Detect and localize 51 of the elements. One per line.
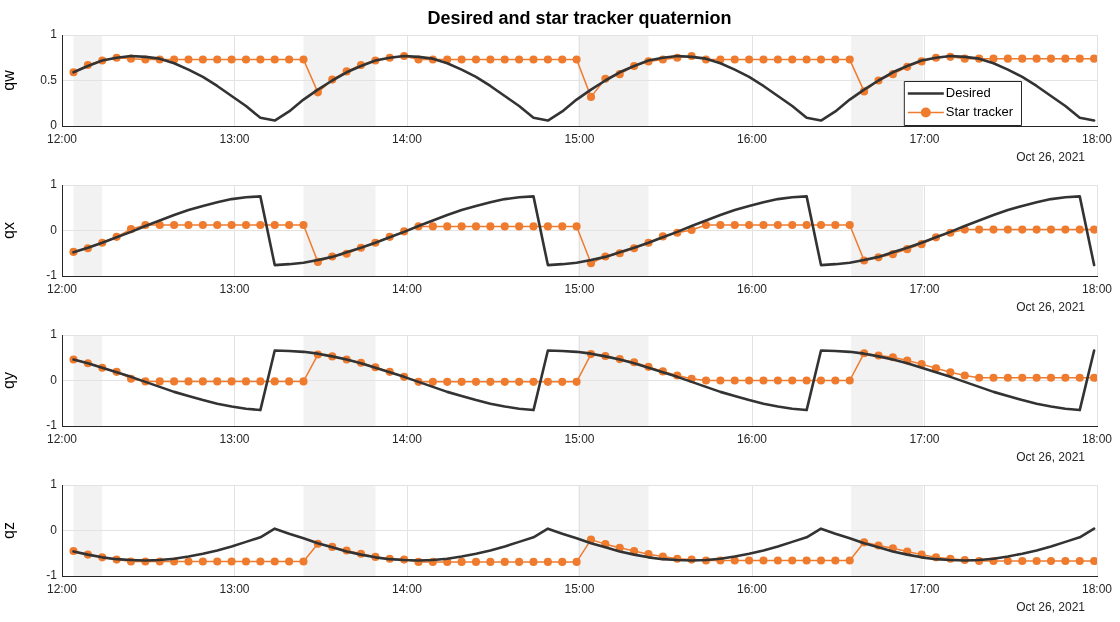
y-tick-label: 1 — [50, 177, 58, 192]
x-tick-label: 16:00 — [736, 581, 768, 596]
x-tick-label: 15:00 — [564, 281, 595, 296]
legend-label: Star tracker — [945, 104, 1014, 120]
y-tick-label: 1 — [50, 327, 58, 342]
chart-title: Desired and star tracker quaternion — [427, 7, 732, 28]
x-tick-label: 18:00 — [1081, 131, 1113, 146]
y-axis-title: qx — [0, 222, 18, 239]
y-axis-title: qz — [0, 522, 18, 539]
text: Oct 26, 2021 — [1016, 600, 1086, 615]
y-tick-label: 0.5 — [40, 72, 58, 87]
x-tick-label: 14:00 — [391, 581, 423, 596]
x-tick-label: 18:00 — [1081, 431, 1113, 446]
x-tick-label: 15:00 — [564, 581, 595, 596]
x-tick-label: 16:00 — [736, 131, 768, 146]
y-tick-label: 1 — [50, 27, 58, 42]
x-tick-label: 17:00 — [909, 131, 940, 146]
x-tick-label: 14:00 — [391, 131, 423, 146]
y-tick-label: 0 — [50, 222, 58, 237]
y-tick-label: 1 — [50, 477, 58, 492]
y-tick-label: -1 — [46, 568, 58, 583]
y-tick-label: 0 — [50, 522, 58, 537]
x-tick-label: 12:00 — [46, 581, 78, 596]
x-tick-label: 16:00 — [736, 431, 768, 446]
x-tick-label: 14:00 — [391, 281, 423, 296]
y-axis-title: qy — [0, 372, 18, 389]
y-tick-label: 0 — [50, 118, 58, 133]
x-tick-label: 12:00 — [46, 431, 78, 446]
y-tick-label: -1 — [46, 418, 58, 433]
legend-label: Desired — [945, 85, 991, 101]
x-tick-label: 18:00 — [1081, 581, 1113, 596]
text: Oct 26, 2021 — [1016, 450, 1086, 465]
y-axis-title: qw — [0, 69, 18, 91]
x-tick-label: 13:00 — [219, 281, 250, 296]
y-tick-label: -1 — [46, 268, 58, 283]
x-tick-label: 14:00 — [391, 431, 423, 446]
x-tick-label: 17:00 — [909, 281, 940, 296]
x-tick-label: 17:00 — [909, 431, 940, 446]
x-tick-label: 18:00 — [1081, 281, 1113, 296]
text: Oct 26, 2021 — [1016, 150, 1086, 165]
text: Oct 26, 2021 — [1016, 300, 1086, 315]
y-tick-label: 0 — [50, 372, 58, 387]
x-tick-label: 15:00 — [564, 431, 595, 446]
x-tick-label: 13:00 — [219, 131, 250, 146]
x-tick-label: 12:00 — [46, 131, 78, 146]
x-tick-label: 13:00 — [219, 581, 250, 596]
x-tick-label: 15:00 — [564, 131, 595, 146]
x-tick-label: 16:00 — [736, 281, 768, 296]
x-tick-label: 17:00 — [909, 581, 940, 596]
x-tick-label: 12:00 — [46, 281, 78, 296]
x-tick-label: 13:00 — [219, 431, 250, 446]
